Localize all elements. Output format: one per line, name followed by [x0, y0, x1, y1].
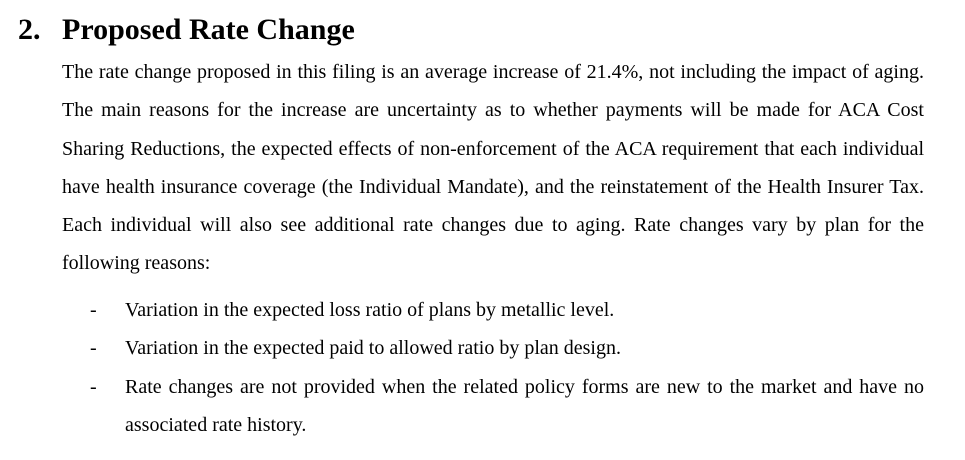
section-heading: 2. Proposed Rate Change — [18, 12, 355, 48]
bullet-list: - Variation in the expected loss ratio o… — [90, 291, 924, 444]
body-paragraph: The rate change proposed in this filing … — [62, 61, 924, 275]
bullet-item: - Variation in the expected paid to allo… — [90, 329, 924, 367]
bullet-dash-marker: - — [90, 299, 97, 321]
bullet-dash-marker: - — [90, 337, 97, 360]
bullet-dash-marker: - — [90, 375, 97, 398]
bullet-text: Variation in the expected loss ratio of … — [125, 299, 615, 321]
section-title: Proposed Rate Change — [62, 13, 355, 46]
bullet-text: Rate changes are not provided when the r… — [125, 375, 924, 436]
bullet-text: Variation in the expected paid to allowe… — [125, 337, 621, 360]
bullet-item: - Variation in the expected loss ratio o… — [90, 291, 924, 329]
bullet-item: - Rate changes are not provided when the… — [90, 368, 924, 445]
section-number: 2. — [18, 13, 41, 46]
